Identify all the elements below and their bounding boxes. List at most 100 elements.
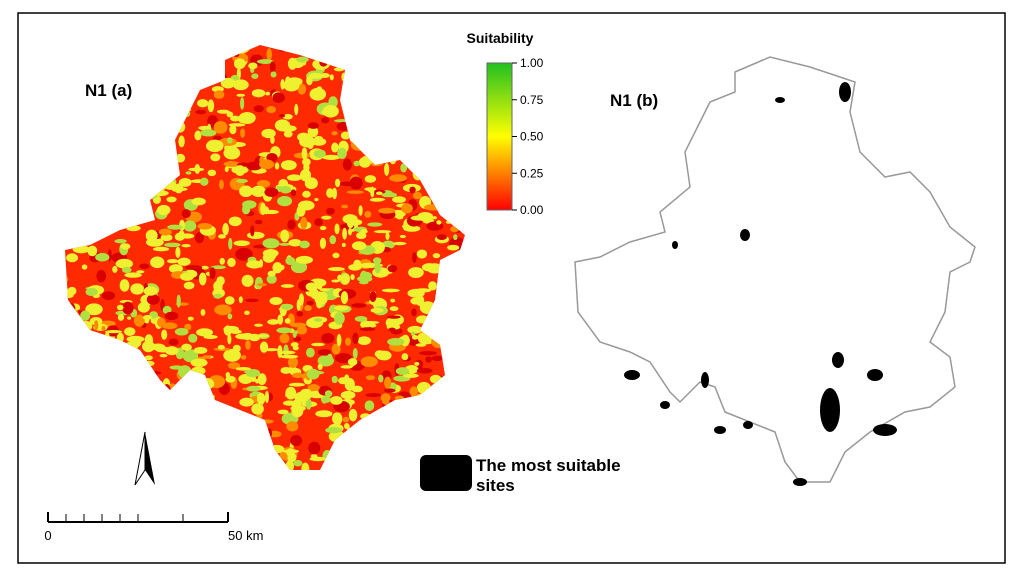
map-patch	[314, 318, 323, 322]
map-patch	[290, 434, 303, 447]
map-patch	[362, 128, 368, 137]
map-patch	[77, 45, 87, 49]
map-patch	[326, 51, 344, 56]
map-patch	[228, 216, 242, 227]
map-patch	[315, 410, 333, 418]
map-patch	[65, 51, 76, 63]
map-patch	[464, 138, 465, 147]
map-patch	[408, 267, 424, 278]
map-patch	[69, 335, 87, 341]
map-patch	[264, 187, 279, 198]
map-patch	[364, 175, 377, 183]
map-patch	[305, 282, 318, 292]
map-patch	[322, 154, 341, 160]
map-patch	[391, 451, 398, 463]
map-patch	[342, 158, 352, 171]
map-patch	[145, 47, 152, 57]
map-patch	[381, 84, 389, 92]
map-patch	[140, 103, 153, 112]
map-patch	[115, 411, 123, 419]
map-patch	[65, 435, 67, 448]
map-patch	[319, 225, 327, 231]
map-patch	[124, 366, 131, 375]
map-patch	[364, 400, 375, 412]
map-patch	[470, 378, 482, 381]
map-patch	[228, 237, 233, 250]
map-patch	[359, 280, 369, 285]
map-patch	[280, 284, 295, 288]
map-patch	[348, 408, 358, 422]
map-patch	[174, 121, 186, 133]
map-patch	[320, 470, 336, 479]
map-patch	[147, 91, 157, 102]
map-patch	[228, 362, 241, 370]
map-patch	[246, 385, 261, 392]
map-patch	[321, 117, 330, 124]
map-patch	[475, 283, 484, 291]
map-patch	[80, 310, 91, 321]
map-patch	[373, 63, 392, 68]
map-patch	[187, 429, 205, 438]
map-patch	[168, 123, 180, 136]
map-patch	[143, 286, 158, 296]
map-patch	[383, 422, 389, 427]
map-patch	[117, 313, 125, 321]
map-patch	[96, 165, 110, 177]
map-patch	[250, 225, 255, 237]
map-patch	[430, 407, 438, 417]
map-patch	[308, 72, 324, 79]
map-patch	[115, 359, 125, 364]
map-patch	[144, 355, 153, 361]
map-patch	[266, 48, 273, 61]
map-patch	[459, 185, 465, 193]
map-patch	[267, 428, 272, 439]
map-patch	[217, 435, 227, 443]
map-patch	[433, 393, 442, 404]
map-patch	[351, 303, 367, 308]
map-patch	[345, 337, 351, 346]
map-patch	[456, 173, 465, 181]
map-patch	[391, 71, 410, 77]
map-patch	[136, 354, 143, 359]
map-patch	[241, 274, 254, 287]
map-patch	[201, 55, 215, 62]
colorbar-tick-label: 0.50	[520, 130, 544, 144]
map-patch	[470, 199, 487, 204]
map-patch	[393, 455, 400, 462]
map-patch	[219, 127, 227, 132]
map-patch	[149, 71, 166, 84]
map-patch	[359, 262, 378, 269]
map-patch	[65, 403, 66, 407]
map-patch	[401, 129, 417, 142]
map-patch	[128, 99, 137, 110]
map-patch	[114, 435, 126, 444]
map-patch	[214, 304, 232, 316]
map-patch	[319, 72, 330, 79]
map-patch	[359, 112, 370, 116]
map-patch	[421, 412, 432, 416]
site-patch	[793, 478, 807, 486]
map-patch	[427, 94, 445, 106]
map-patch	[279, 333, 290, 344]
map-patch	[204, 52, 215, 59]
map-patch	[70, 451, 80, 457]
map-patch	[89, 352, 101, 360]
map-patch	[280, 354, 299, 359]
map-patch	[187, 316, 194, 321]
map-patch	[399, 234, 406, 239]
map-patch	[197, 99, 209, 108]
map-patch	[334, 459, 350, 467]
map-patch	[81, 264, 88, 270]
frame	[17, 12, 1006, 564]
map-patch	[265, 91, 271, 96]
map-patch	[287, 219, 296, 230]
map-patch	[262, 348, 279, 352]
map-patch	[334, 353, 353, 364]
map-patch	[389, 154, 397, 165]
map-patch	[317, 363, 323, 370]
map-patch	[430, 329, 440, 341]
map-patch	[460, 180, 465, 185]
map-patch	[449, 359, 458, 373]
map-patch	[65, 203, 74, 207]
map-patch	[381, 288, 400, 293]
